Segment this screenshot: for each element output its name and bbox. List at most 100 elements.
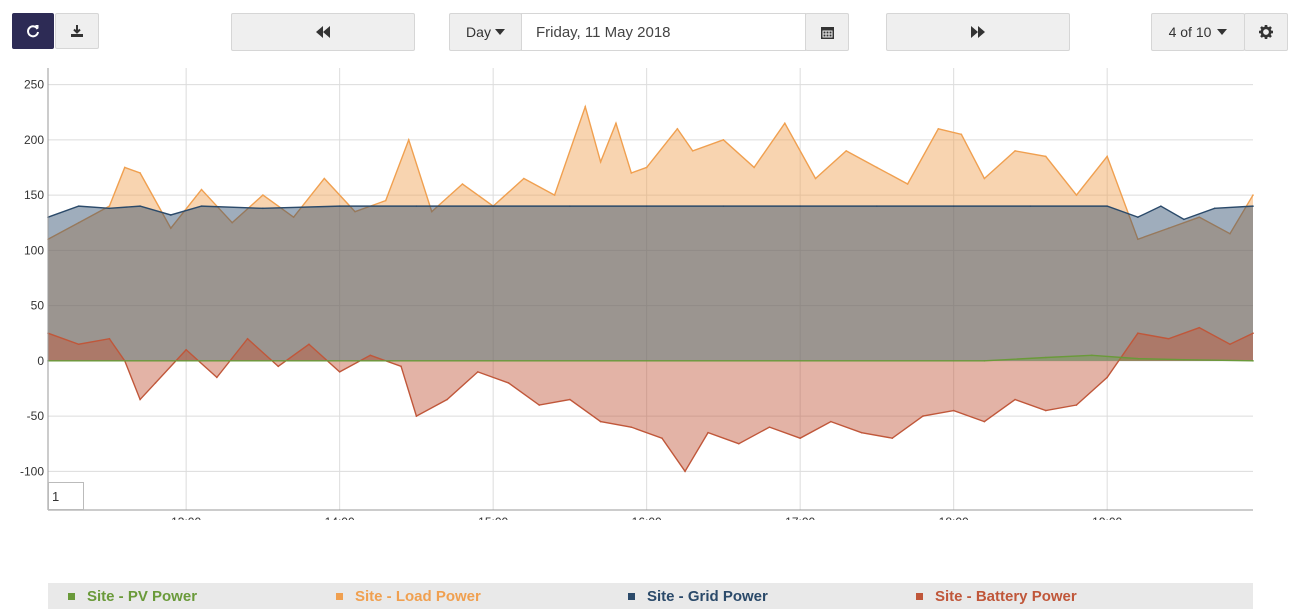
legend-item-load[interactable]: Site - Load Power [336, 588, 481, 605]
fast-forward-icon [971, 26, 985, 38]
series-area-site-pv-power [48, 355, 1253, 361]
y-tick-label: 100 [24, 243, 44, 257]
data-point-site-grid-power [1137, 216, 1139, 218]
legend-swatch [68, 592, 75, 600]
data-point-site-battery-power [308, 343, 310, 346]
data-point-site-load-power [845, 150, 848, 152]
data-point-site-battery-power [507, 382, 510, 384]
x-tick-label: 17:00 [785, 515, 815, 520]
data-point-site-battery-power [1229, 343, 1231, 346]
data-point-site-grid-power [415, 205, 418, 207]
data-point-site-grid-power [569, 205, 571, 207]
download-icon [71, 25, 83, 37]
data-point-site-load-power [1044, 155, 1047, 158]
data-point-site-load-power [615, 122, 617, 125]
data-point-site-load-power [1014, 150, 1016, 152]
x-tick-label: 15:00 [478, 515, 508, 520]
data-point-site-pv-power [1183, 358, 1185, 361]
data-point-site-grid-power [876, 205, 878, 207]
data-point-site-battery-power [415, 415, 418, 417]
legend-label: Site - Battery Power [935, 587, 1077, 605]
y-tick-label: 200 [24, 133, 44, 147]
refresh-button[interactable] [12, 13, 54, 49]
data-point-site-load-power [523, 177, 525, 180]
gear-icon [1259, 25, 1273, 39]
page-select[interactable]: 4 of 10 [1151, 13, 1245, 51]
data-point-site-load-power [553, 194, 556, 196]
data-point-site-load-power [1167, 227, 1170, 230]
next-period-button[interactable] [886, 13, 1070, 51]
data-point-site-battery-power [830, 420, 832, 423]
power-chart[interactable]: 250 200 150 100 50 0 -50 -100 13:00 14:00 15:00 16:… [0, 60, 1290, 520]
data-point-site-load-power [384, 199, 387, 202]
period-select[interactable]: Day [449, 13, 522, 51]
data-point-site-load-power [139, 172, 141, 174]
data-point-site-battery-power [860, 431, 863, 434]
data-point-site-battery-power [446, 398, 448, 401]
settings-button[interactable] [1244, 13, 1288, 51]
data-point-site-battery-power [477, 371, 479, 373]
data-point-site-grid-power [1106, 205, 1108, 207]
data-point-site-battery-power [661, 437, 663, 439]
legend-item-battery[interactable]: Site - Battery Power [916, 588, 1077, 605]
caret-down-icon [1217, 29, 1228, 35]
data-point-site-grid-power [139, 205, 141, 207]
data-point-site-load-power [1075, 194, 1078, 196]
data-point-site-load-power [262, 194, 264, 196]
series-area-site-load-power [48, 106, 1253, 361]
legend-label: Site - PV Power [87, 587, 198, 605]
chart-areas [47, 104, 1254, 473]
data-point-site-battery-power [799, 437, 801, 439]
legend-swatch [336, 592, 343, 600]
data-point-site-battery-power [891, 437, 894, 439]
zoom-input[interactable]: 1 [48, 482, 84, 510]
y-tick-label: 250 [24, 78, 44, 92]
data-point-site-battery-power [599, 420, 602, 423]
data-point-site-load-power [354, 210, 356, 213]
caret-down-icon [494, 29, 505, 35]
calendar-button[interactable] [805, 13, 849, 51]
data-point-site-battery-power [1075, 404, 1078, 406]
data-point-site-battery-power [737, 442, 740, 445]
data-point-site-grid-power [170, 214, 172, 216]
data-point-site-load-power [1229, 232, 1231, 235]
data-point-site-load-power [645, 166, 648, 169]
data-point-site-load-power [599, 161, 602, 163]
data-point-site-grid-power [77, 205, 80, 207]
data-point-site-load-power [200, 188, 203, 191]
data-point-site-grid-power [799, 205, 801, 207]
y-tick-label: 0 [37, 354, 44, 368]
data-point-site-battery-power [1137, 332, 1139, 335]
data-point-site-battery-power [1252, 332, 1254, 335]
data-point-site-load-power [1252, 194, 1254, 196]
chart-legend: Site - PV Power Site - Load Power Site -… [48, 583, 1253, 609]
data-point-site-battery-power [338, 371, 341, 373]
legend-item-pv[interactable]: Site - PV Power [68, 588, 197, 605]
calendar-icon [820, 26, 834, 39]
period-label: Day [466, 24, 491, 40]
data-point-site-battery-power [216, 376, 218, 379]
download-button[interactable] [55, 13, 99, 49]
data-point-site-load-power [630, 172, 633, 174]
data-point-site-load-power [960, 133, 963, 136]
data-point-site-load-power [292, 216, 295, 218]
date-input[interactable]: Friday, 11 May 2018 [521, 13, 806, 51]
data-point-site-grid-power [1183, 218, 1185, 221]
data-point-site-battery-power [246, 337, 249, 340]
series-area-site-grid-power [48, 206, 1253, 361]
data-point-site-grid-power [1213, 207, 1216, 210]
previous-period-button[interactable] [231, 13, 415, 51]
page-label: 4 of 10 [1168, 24, 1212, 40]
zoom-input-value: 1 [52, 488, 60, 504]
data-point-site-battery-power [684, 470, 686, 473]
date-value: Friday, 11 May 2018 [536, 23, 671, 41]
legend-item-grid[interactable]: Site - Grid Power [628, 588, 768, 605]
data-point-site-battery-power [1167, 337, 1170, 340]
data-point-site-load-power [753, 166, 755, 169]
data-point-site-battery-power [983, 420, 986, 423]
data-point-site-load-power [461, 183, 464, 185]
fast-backward-icon [316, 26, 330, 38]
refresh-icon [27, 25, 39, 38]
data-point-site-load-power [170, 227, 172, 230]
data-point-site-load-power [231, 221, 234, 224]
